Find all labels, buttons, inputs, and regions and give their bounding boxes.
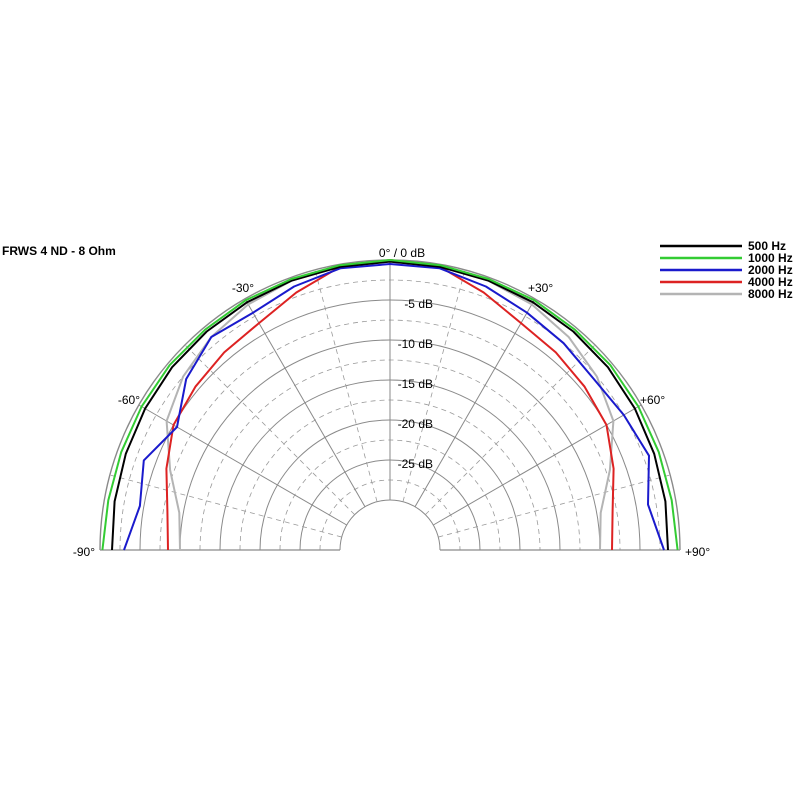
grid-minor-radial — [425, 344, 596, 515]
legend-label: 500 Hz — [748, 239, 786, 253]
angle-label: +60° — [640, 393, 665, 407]
polar-series — [101, 259, 679, 551]
chart-title: FRWS 4 ND - 8 Ohm — [2, 244, 116, 258]
angle-label: +90° — [685, 545, 710, 559]
db-label: -20 dB — [398, 417, 433, 431]
grid-minor-radial — [184, 344, 355, 515]
db-label: -15 dB — [398, 377, 433, 391]
db-label: -5 dB — [404, 297, 433, 311]
db-label: -25 dB — [398, 457, 433, 471]
grid-major-radial — [414, 298, 536, 507]
grid-minor-radial — [438, 474, 671, 538]
grid-major-radial — [244, 298, 366, 507]
series-line-500-hz — [111, 260, 669, 551]
center-label: 0° / 0 dB — [379, 246, 425, 260]
legend-label: 1000 Hz — [748, 251, 793, 265]
series-line-1000-hz — [101, 259, 679, 551]
angle-label: -90° — [73, 545, 95, 559]
grid-minor-radial — [109, 474, 342, 538]
polar-grid — [99, 259, 681, 551]
legend-label: 4000 Hz — [748, 275, 793, 289]
grid-minor-radial — [314, 269, 378, 502]
angle-label: -30° — [232, 281, 254, 295]
db-label: -10 dB — [398, 337, 433, 351]
angle-label: -60° — [118, 393, 140, 407]
legend-label: 2000 Hz — [748, 263, 793, 277]
series-line-2000-hz — [123, 263, 665, 551]
grid-minor-radial — [402, 269, 466, 502]
angle-label: +30° — [528, 281, 553, 295]
legend-label: 8000 Hz — [748, 287, 793, 301]
polar-labels: 0° / 0 dB -90° -60° -30° +30° +60° +90° -5 dB -1… — [73, 246, 711, 559]
grid-major-circle — [339, 499, 441, 551]
